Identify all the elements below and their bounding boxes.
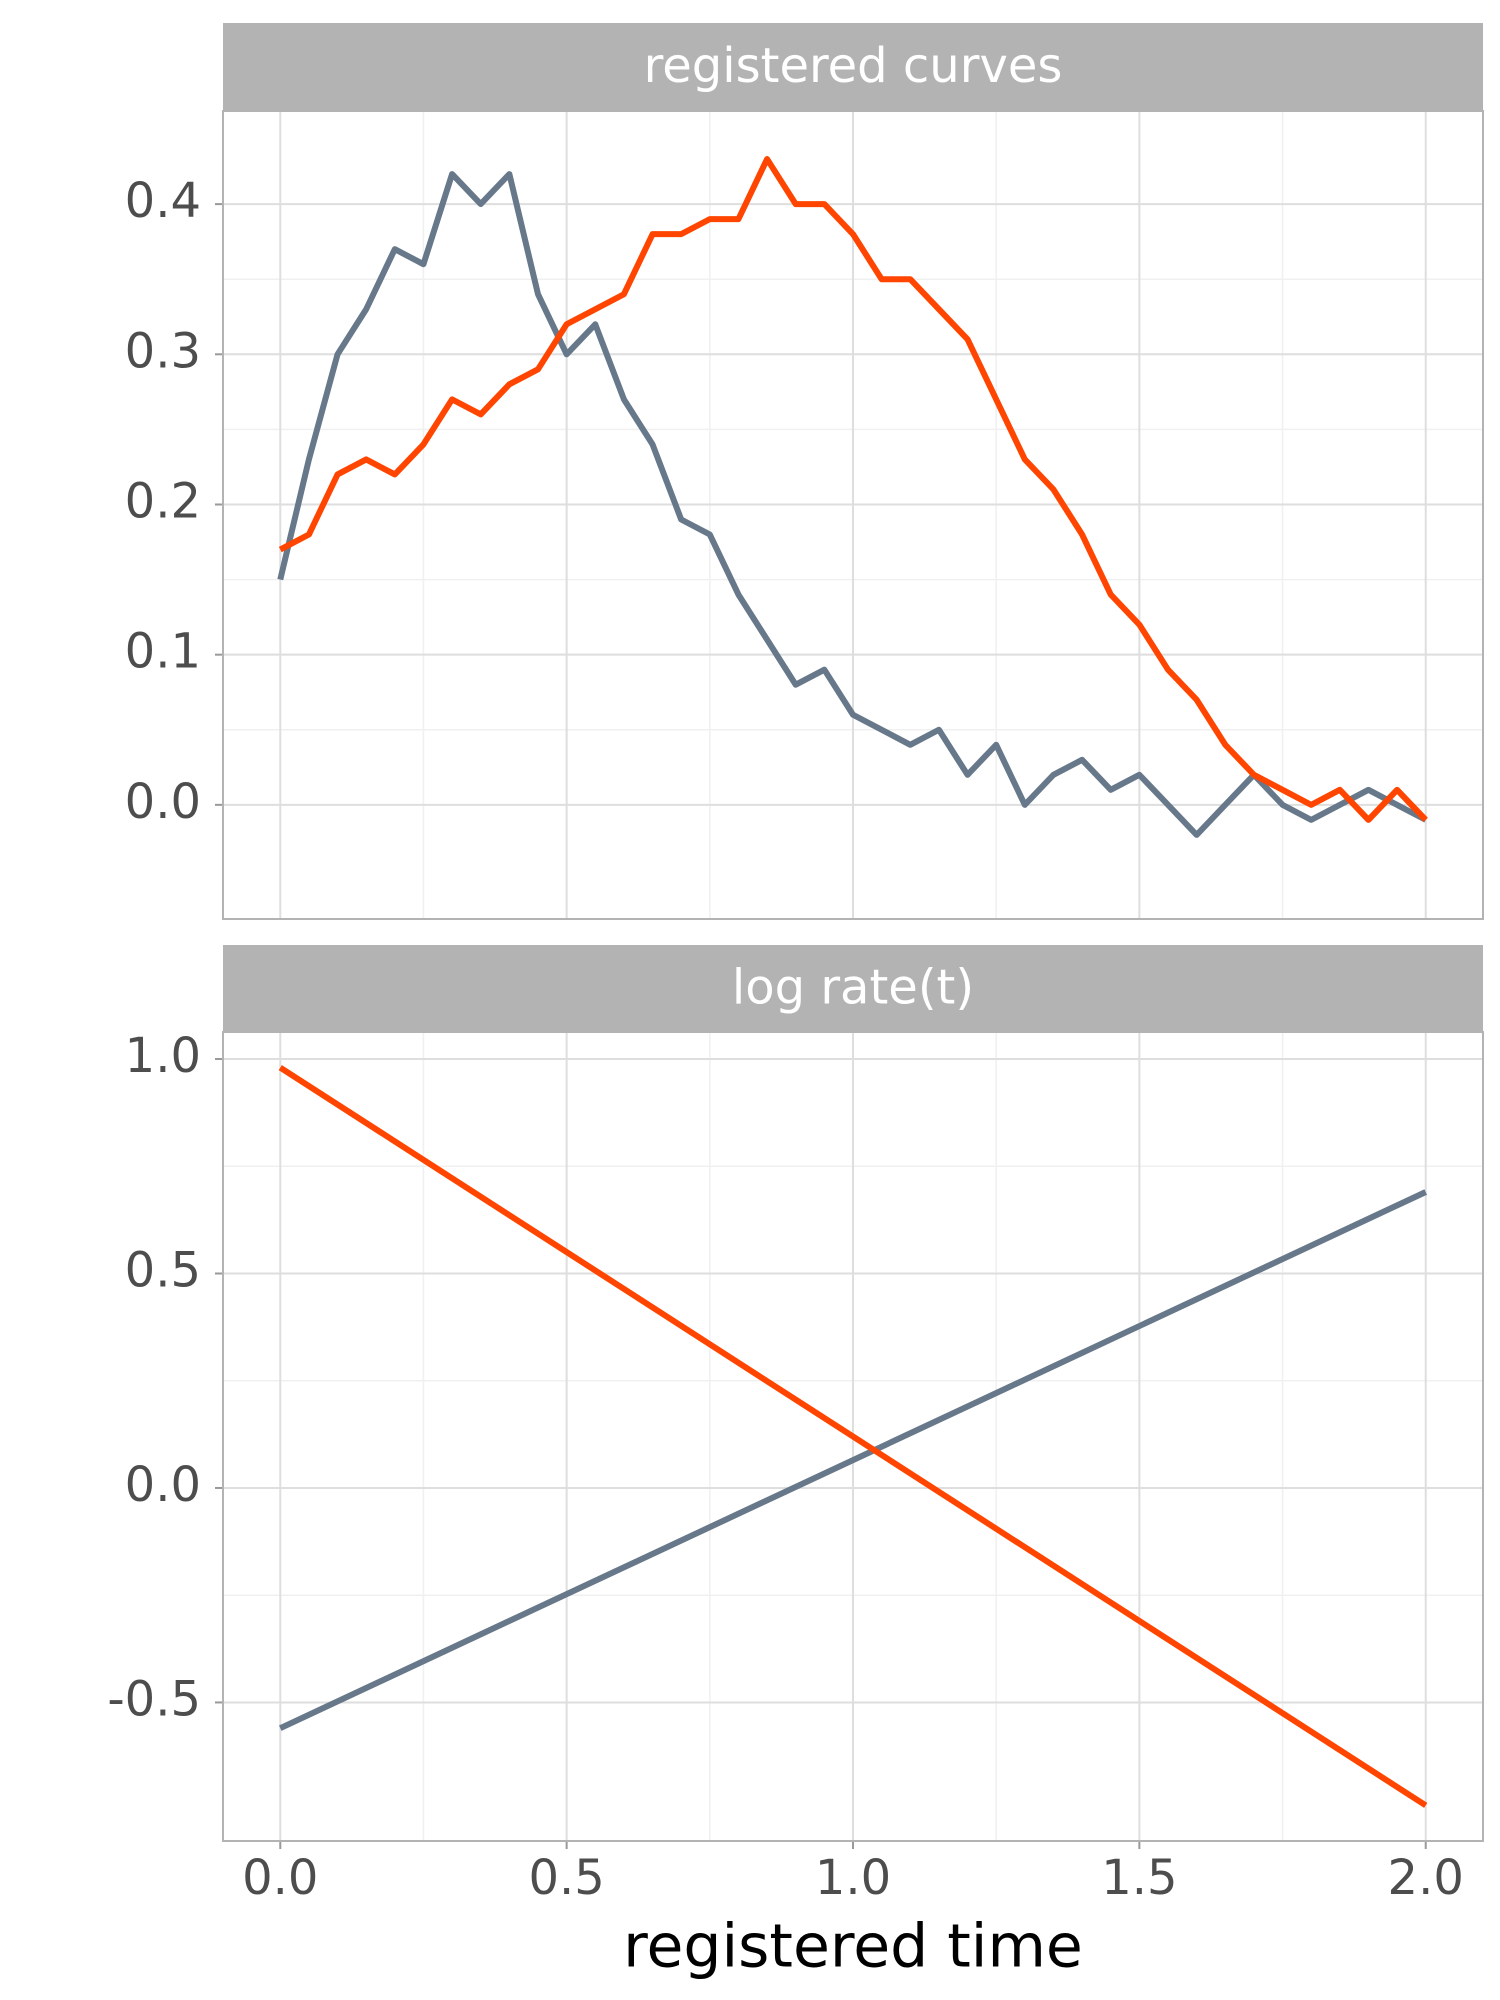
y-tick-label: 0.0 <box>125 774 201 830</box>
strip-title: log rate(t) <box>732 960 974 1016</box>
panel-border <box>222 1031 1484 1842</box>
strip <box>223 23 1483 111</box>
line <box>277 171 1428 838</box>
y-tick-label: 0.0 <box>125 1457 201 1513</box>
y-tick-label: 0.2 <box>125 473 201 529</box>
y-tick-label: 1.0 <box>125 1028 201 1084</box>
y-tick-label: 0.1 <box>125 624 201 680</box>
x-tick-label: 0.5 <box>528 1850 604 1906</box>
strip-title: registered curves <box>644 38 1063 94</box>
panel-border <box>222 110 1484 920</box>
line <box>279 1189 1428 1731</box>
y-tick-label: 0.5 <box>125 1242 201 1298</box>
x-tick-label: 1.0 <box>815 1850 891 1906</box>
line <box>278 1065 1428 1808</box>
y-tick-label: 0.3 <box>125 323 201 379</box>
x-axis-title: registered time <box>623 1912 1083 1982</box>
x-tick-label: 0.0 <box>242 1850 318 1906</box>
x-tick-label: 2.0 <box>1388 1850 1464 1906</box>
y-tick-label: -0.5 <box>107 1671 201 1727</box>
line <box>278 156 1428 823</box>
x-tick-label: 1.5 <box>1101 1850 1177 1906</box>
strip <box>223 945 1483 1032</box>
y-tick-label: 0.4 <box>125 173 201 229</box>
